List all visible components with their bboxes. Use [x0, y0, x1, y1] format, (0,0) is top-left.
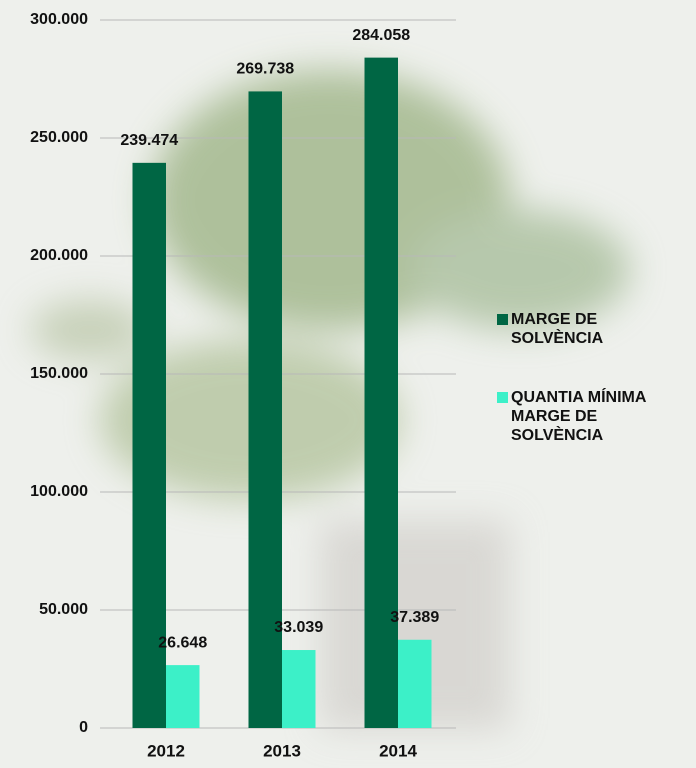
legend-label: QUANTIA MÍNIMA MARGE DE SOLVÈNCIA — [511, 389, 646, 444]
legend-label: MARGE DE SOLVÈNCIA — [511, 311, 604, 347]
legend-swatch — [497, 392, 508, 403]
y-tick-label: 50.000 — [39, 601, 88, 618]
data-label: 37.389 — [390, 609, 439, 626]
y-tick-label: 100.000 — [30, 483, 88, 500]
bar — [132, 162, 166, 728]
y-tick-label: 300.000 — [30, 11, 88, 28]
data-label: 284.058 — [352, 27, 410, 44]
data-label: 269.738 — [236, 61, 294, 78]
bar — [166, 665, 200, 728]
legend: MARGE DE SOLVÈNCIA QUANTIA MÍNIMA MARGE D… — [497, 310, 692, 485]
bar — [398, 639, 432, 728]
y-tick-label: 200.000 — [30, 247, 88, 264]
bar — [248, 91, 282, 728]
data-label: 26.648 — [158, 634, 207, 651]
y-tick-label: 0 — [79, 719, 88, 736]
legend-swatch — [497, 314, 508, 325]
bar — [282, 650, 316, 728]
y-tick-label: 150.000 — [30, 365, 88, 382]
y-tick-label: 250.000 — [30, 129, 88, 146]
legend-item: MARGE DE SOLVÈNCIA — [497, 310, 692, 348]
x-tick-label: 2013 — [263, 741, 301, 760]
x-tick-label: 2012 — [147, 741, 185, 760]
legend-item: QUANTIA MÍNIMA MARGE DE SOLVÈNCIA — [497, 388, 692, 445]
x-tick-label: 2014 — [379, 741, 417, 760]
data-label: 33.039 — [274, 619, 323, 636]
bar — [364, 57, 398, 729]
data-label: 239.474 — [120, 132, 178, 149]
